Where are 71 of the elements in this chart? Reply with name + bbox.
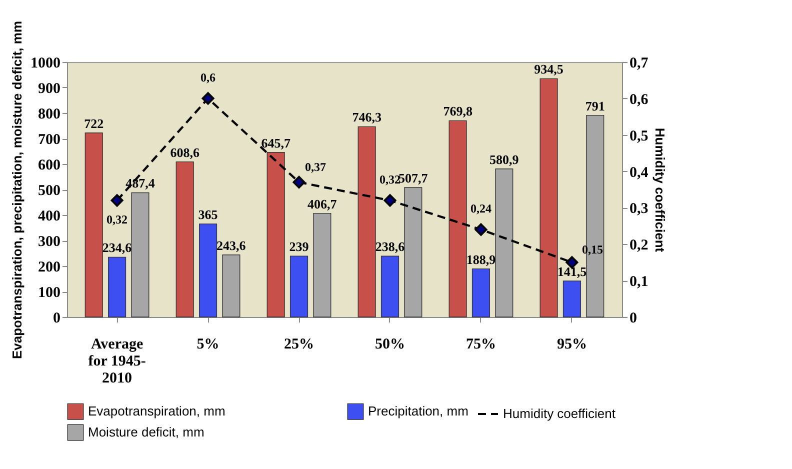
data-label: 243,6 [216,238,246,253]
bar [562,280,581,318]
y-tick-label: 900 [38,81,60,97]
y2-tick-label: 0 [630,310,637,326]
bar [358,126,376,318]
data-label: 769,8 [443,104,473,119]
x-tick-label: 75% [466,336,496,352]
data-label: 645,7 [261,135,291,150]
y2-tick-label: 0,2 [630,238,648,254]
bar [313,212,332,318]
data-label: 580,9 [490,152,520,167]
bar [540,78,558,318]
y-tick-label: 400 [38,208,60,224]
x-tick-label: 5% [196,336,220,352]
point [292,176,306,188]
bar [290,256,308,318]
bar [472,268,490,318]
bar [380,256,400,318]
bar [84,132,103,318]
point [110,194,124,207]
x-tick-label: 25% [284,336,314,352]
bar [176,161,194,318]
data-label: 791 [585,98,605,114]
bar [266,152,285,318]
point [384,194,396,207]
data-label: 934,5 [534,62,564,77]
y-tick-label: 200 [38,260,60,276]
bar [404,187,422,318]
y2-tick-label: 0,7 [630,56,649,72]
legend-label: Humidity coefficient [503,406,616,421]
point [474,223,488,236]
y2-tick-label: 0,4 [630,164,649,181]
y-tick-label: 1000 [30,56,60,72]
y2-tick-label: 0,6 [630,92,649,108]
bar [108,256,126,318]
x-tick-label: 50% [374,336,405,352]
bar [131,192,150,318]
data-label: 608,6 [170,144,200,160]
bar [495,168,514,318]
data-label: 722 [84,116,104,131]
y2-tick-label: 0,1 [630,274,648,290]
y-tick-label: 100 [38,285,60,301]
y-tick-label: 300 [38,234,60,250]
data-label: 239 [289,239,310,254]
legend-label: Evapotranspiration, mm [88,404,226,419]
y2-axis-title: Humidity coefficient [652,128,668,253]
y-axis-title: Evapotranspiration, precipitation, moisture deficit, mm [10,20,24,360]
data-label: 0,37 [305,160,326,174]
y2-tick-label: 0,3 [630,201,648,218]
data-label: 0,24 [470,202,492,216]
bar [448,120,467,318]
data-label: 507,7 [398,170,428,186]
y-tick-label: 600 [38,158,60,174]
y-tick-label: 0 [53,310,60,326]
data-label: 406,7 [308,196,338,212]
point [202,92,214,105]
data-label: 365 [198,206,218,222]
bar [198,224,218,318]
data-label: 0,32 [379,172,400,186]
y-tick-label: 700 [38,132,60,148]
bar [222,254,240,318]
y-tick-label: 500 [38,183,60,199]
legend-label: Moisture deficit, mm [88,424,204,440]
x-tick-label: Average for 1945-2010 [88,336,146,386]
legend-label: Precipitation, mm [368,404,468,419]
x-tick-label: 95% [556,336,587,352]
data-label: 746,3 [352,110,382,125]
data-label: 0,6 [200,70,216,84]
y2-tick-label: 0,5 [630,128,648,144]
data-label: 0,32 [106,212,128,226]
y-tick-label: 800 [38,106,60,122]
